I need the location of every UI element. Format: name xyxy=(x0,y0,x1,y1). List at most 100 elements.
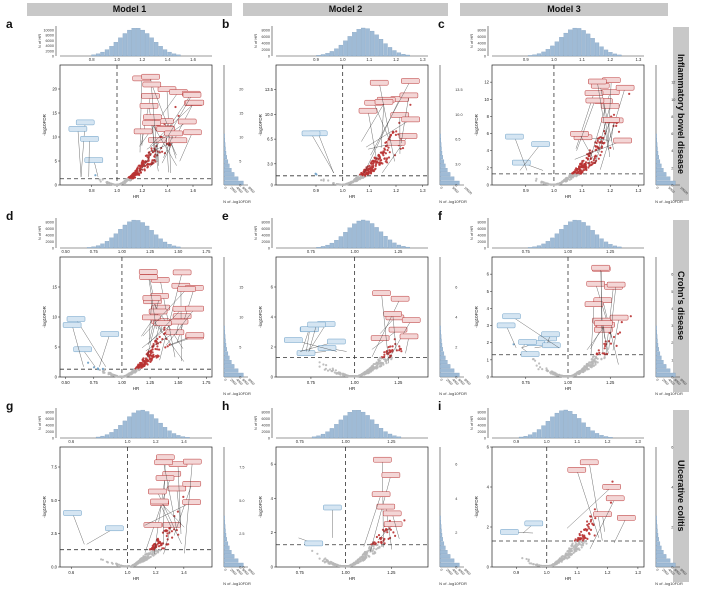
risk-label-box xyxy=(586,280,605,287)
side-hist-bar xyxy=(223,338,226,343)
volcano-point xyxy=(564,553,568,556)
x-axis-title: HR xyxy=(565,576,572,581)
volcano-point xyxy=(381,162,384,165)
side-hist-x-tick: 2000 xyxy=(661,568,669,576)
top-hist-bar xyxy=(154,42,159,57)
risk-label-box xyxy=(150,498,169,505)
top-hist-y-tick: 6000 xyxy=(46,39,54,43)
side-hist-y-tick: 0 xyxy=(671,376,673,380)
volcano-point xyxy=(380,364,383,368)
side-hist-bar xyxy=(439,541,445,546)
protective-label-box xyxy=(323,504,342,511)
side-hist-bar xyxy=(439,159,445,164)
side-hist-bar xyxy=(655,532,659,537)
side-hist-y-tick: 4 xyxy=(671,307,673,311)
volcano-point xyxy=(146,166,149,169)
volcano-point xyxy=(371,369,374,372)
top-hist-bar xyxy=(586,33,591,57)
top-hist-bar xyxy=(594,234,600,249)
label-leader-line xyxy=(576,469,600,538)
risk-label-box xyxy=(401,116,420,123)
label-leader-line xyxy=(380,101,385,148)
volcano-point xyxy=(593,534,596,537)
y-axis-title: -log10FDR xyxy=(258,305,263,328)
side-hist-bar xyxy=(439,562,460,567)
side-hist-x-tick: 8000 xyxy=(463,568,471,576)
volcano-point xyxy=(129,176,132,180)
volcano-point xyxy=(580,546,583,549)
volcano-point xyxy=(603,347,606,350)
top-hist-bar xyxy=(104,434,110,439)
protective-label-box xyxy=(500,529,519,535)
side-hist-bar xyxy=(223,360,232,365)
volcano-point xyxy=(151,547,154,550)
top-hist-bar xyxy=(378,428,384,439)
side-hist-y-tick: 0 xyxy=(671,184,673,188)
volcano-point xyxy=(579,540,582,543)
top-hist-bar xyxy=(316,247,321,249)
protective-label-box xyxy=(520,351,540,357)
volcano-point xyxy=(574,540,577,544)
risk-label-box xyxy=(370,335,390,341)
side-hist-x-tick: 5000 xyxy=(451,186,459,194)
top-hist-y-tick: 10000 xyxy=(43,29,54,33)
top-hist-bar xyxy=(136,410,141,439)
top-hist-y-tick: 8000 xyxy=(478,411,486,415)
volcano-point xyxy=(140,366,143,369)
volcano-point xyxy=(575,172,578,175)
y-tick-label: 0 xyxy=(487,565,490,570)
volcano-point xyxy=(582,169,585,172)
risk-label-box xyxy=(185,305,204,312)
top-hist-bar xyxy=(356,410,361,439)
top-hist-x-tick: 1.00 xyxy=(351,249,360,254)
risk-label-box xyxy=(399,333,419,340)
volcano-point xyxy=(139,559,142,562)
top-hist-bar xyxy=(590,38,595,57)
x-tick-label: 1.1 xyxy=(574,570,580,575)
volcano-point xyxy=(544,564,548,568)
x-tick-label: 0.9 xyxy=(523,188,529,193)
side-hist-bar xyxy=(223,180,244,185)
top-hist-bar xyxy=(118,425,123,439)
side-hist-x-tick: 10000 xyxy=(679,186,689,196)
top-hist-bar xyxy=(378,39,384,57)
y-axis-title: -log10FDR xyxy=(474,305,479,328)
side-hist-x-tick: 0 xyxy=(223,378,227,382)
label-leader-line xyxy=(367,110,377,160)
side-hist-x-tick: 4000 xyxy=(667,378,675,386)
label-boxes-d xyxy=(62,269,205,367)
side-hist-bar xyxy=(439,360,448,365)
protective-label-box xyxy=(327,338,346,345)
side-hist-x-title: N of -log10FDR xyxy=(439,199,467,204)
volcano-point xyxy=(585,542,588,545)
volcano-point xyxy=(139,171,142,174)
risk-label-box xyxy=(383,521,403,527)
volcano-point xyxy=(600,140,603,143)
label-boxes-i xyxy=(500,459,636,549)
top-hist-bar xyxy=(167,430,172,439)
x-tick-label: 1.2 xyxy=(139,188,145,193)
volcano-point xyxy=(609,501,613,504)
side-hist-bar xyxy=(439,163,446,168)
top-hist-bar xyxy=(95,245,101,249)
top-hist-y-tick: 4000 xyxy=(46,44,54,48)
volcano-point xyxy=(574,374,577,377)
y-tick-label: 2 xyxy=(487,525,490,530)
volcano-point xyxy=(151,550,154,553)
volcano-point xyxy=(161,547,164,550)
side-hist-bar xyxy=(655,155,659,160)
x-tick-label: 1.25 xyxy=(146,380,155,385)
volcano-plot-h: 0.75 1.00 1.25 0 2 4 6 HR -log10FDR xyxy=(258,446,429,581)
top-hist-y-tick: 0 xyxy=(268,247,270,251)
volcano-point xyxy=(385,362,388,365)
side-hist-x-tick: 6000 xyxy=(241,186,249,194)
volcano-point xyxy=(156,537,159,540)
row-header-uc: Ulcerative colitis xyxy=(673,410,689,582)
volcano-point xyxy=(585,156,588,160)
volcano-point xyxy=(383,157,386,160)
volcano-point xyxy=(170,530,173,533)
volcano-point xyxy=(158,348,161,351)
